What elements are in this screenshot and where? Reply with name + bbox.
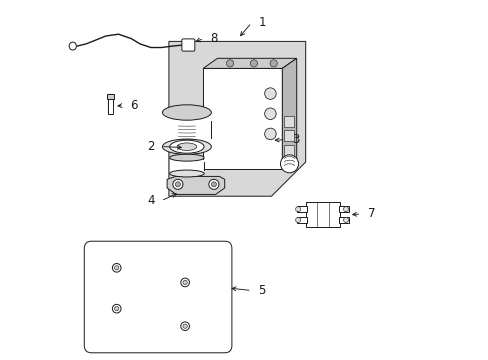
Ellipse shape (162, 105, 211, 120)
Circle shape (181, 322, 189, 330)
Bar (283, 116, 293, 127)
Text: 7: 7 (367, 207, 375, 220)
Bar (169, 159, 204, 175)
Circle shape (343, 207, 348, 212)
Polygon shape (282, 58, 296, 169)
Circle shape (269, 60, 277, 67)
Bar (283, 130, 293, 141)
Bar (283, 145, 293, 156)
Ellipse shape (169, 154, 204, 161)
Bar (203, 68, 282, 169)
Polygon shape (168, 41, 305, 196)
Ellipse shape (162, 139, 211, 154)
Circle shape (181, 278, 189, 287)
Circle shape (114, 266, 119, 270)
Bar (339, 206, 348, 212)
Circle shape (208, 179, 219, 189)
FancyBboxPatch shape (182, 39, 194, 51)
Bar (162, 112, 211, 150)
Circle shape (183, 280, 187, 284)
Polygon shape (203, 58, 296, 68)
Text: 5: 5 (258, 284, 265, 297)
Ellipse shape (69, 42, 76, 50)
Text: 1: 1 (258, 16, 265, 29)
Bar (339, 217, 348, 223)
Polygon shape (167, 176, 224, 194)
FancyBboxPatch shape (84, 241, 231, 353)
Bar (296, 217, 306, 223)
Text: 3: 3 (291, 133, 299, 146)
Bar (296, 206, 306, 212)
Circle shape (264, 88, 276, 99)
Circle shape (183, 324, 187, 328)
Bar (108, 99, 113, 114)
Circle shape (280, 155, 298, 173)
Ellipse shape (177, 143, 196, 150)
Circle shape (250, 60, 257, 67)
Text: 8: 8 (210, 32, 218, 45)
Circle shape (295, 207, 300, 212)
Circle shape (112, 264, 121, 272)
Circle shape (211, 182, 216, 187)
Circle shape (226, 60, 233, 67)
Text: 4: 4 (147, 194, 154, 207)
Text: 6: 6 (130, 99, 138, 112)
Circle shape (172, 179, 183, 189)
Bar (305, 202, 339, 227)
Circle shape (264, 108, 276, 120)
Circle shape (264, 128, 276, 140)
Bar (107, 94, 114, 99)
Circle shape (112, 304, 121, 313)
Circle shape (295, 217, 300, 222)
Text: 2: 2 (147, 140, 154, 153)
Ellipse shape (169, 140, 203, 153)
Ellipse shape (169, 170, 204, 177)
Circle shape (175, 182, 180, 187)
Circle shape (114, 306, 119, 311)
Circle shape (343, 217, 348, 222)
